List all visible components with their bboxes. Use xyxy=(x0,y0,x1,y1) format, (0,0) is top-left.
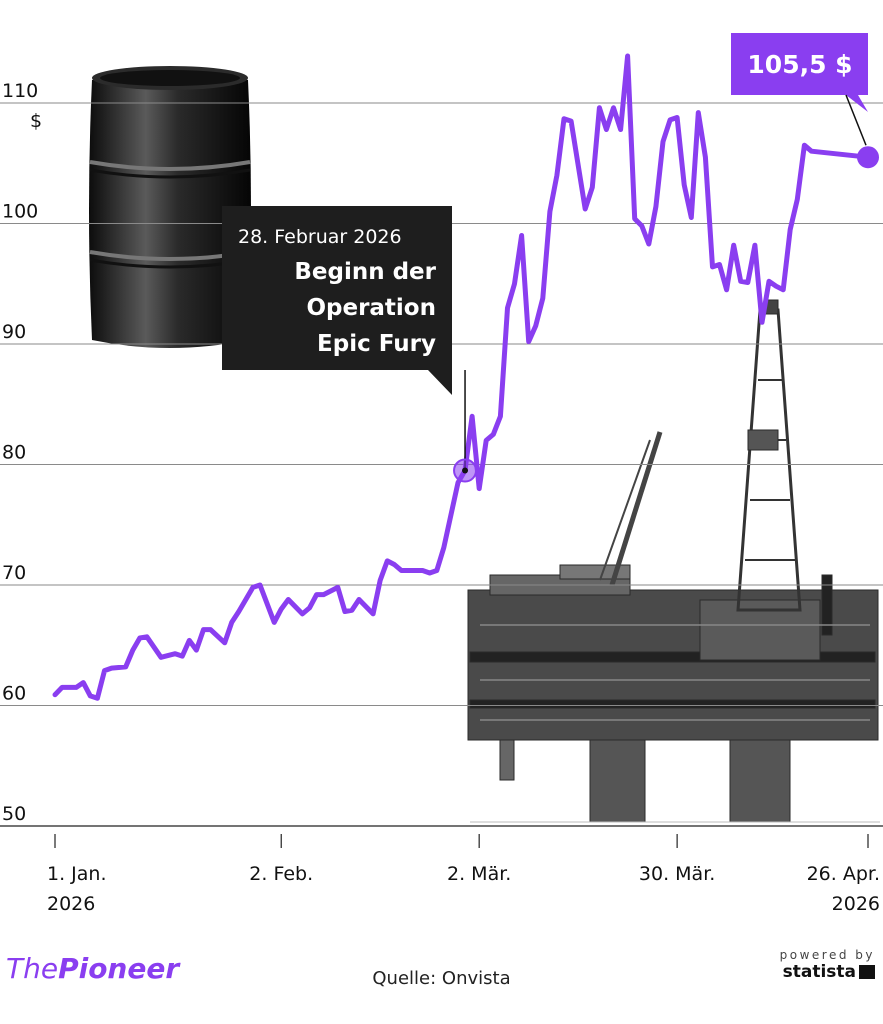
oil-barrel-illustration xyxy=(89,66,251,348)
y-tick-label: 60 xyxy=(2,683,26,705)
y-unit-label: $ xyxy=(30,110,42,132)
x-tick-label: 2. Mär. xyxy=(447,863,511,885)
y-tick-label: 110 xyxy=(2,80,38,102)
annotation-title-line: Epic Fury xyxy=(317,331,436,357)
x-tick-year-label: 2026 xyxy=(832,893,880,915)
statista-logo: powered by statista xyxy=(735,948,875,988)
statista-icon xyxy=(859,965,875,979)
x-tick-label: 1. Jan. xyxy=(47,863,107,885)
brand-the: The xyxy=(6,952,59,985)
annotations-layer: 28. Februar 2026 Beginn der Operation Epic … xyxy=(222,33,879,483)
end-point-marker xyxy=(857,146,879,169)
annotation-title-line: Beginn der xyxy=(294,259,436,285)
chart: 50 60 70 80 90 100 110 $ 1. Jan. 2026 2. Feb. 2. M… xyxy=(0,33,883,915)
annotation-box-bg xyxy=(222,206,452,370)
y-tick-label: 50 xyxy=(2,803,26,825)
statista-text: statista xyxy=(782,962,856,982)
source-note: Quelle: Onvista xyxy=(372,968,511,989)
y-tick-label: 90 xyxy=(2,321,26,343)
y-tick-label: 80 xyxy=(2,442,26,464)
x-tick-label: 2. Feb. xyxy=(249,863,313,885)
x-tick-label: 26. Apr. xyxy=(807,863,880,885)
x-tick-year-label: 2026 xyxy=(47,893,95,915)
brand-logo: ThePioneer xyxy=(6,952,179,992)
y-tick-label: 70 xyxy=(2,562,26,584)
x-tick-label: 30. Mär. xyxy=(639,863,715,885)
brand-pioneer: Pioneer xyxy=(58,952,180,985)
annotation-marker-center xyxy=(462,467,469,474)
y-tick-label: 100 xyxy=(2,201,38,223)
powered-by-text: powered by xyxy=(779,948,875,962)
callout-box xyxy=(731,33,868,112)
annotation-title-line: Operation xyxy=(306,295,436,321)
y-axis: 50 60 70 80 90 100 110 $ xyxy=(2,80,42,825)
price-line xyxy=(52,53,871,701)
oil-platform-illustration xyxy=(467,299,880,823)
annotation-date: 28. Februar 2026 xyxy=(238,226,402,248)
series-layer xyxy=(52,53,871,701)
x-axis: 1. Jan. 2026 2. Feb. 2. Mär. 30. Mär. 26. Apr… xyxy=(47,834,880,915)
callout-leader-line xyxy=(845,94,867,146)
callout-value: 105,5 $ xyxy=(747,50,852,79)
